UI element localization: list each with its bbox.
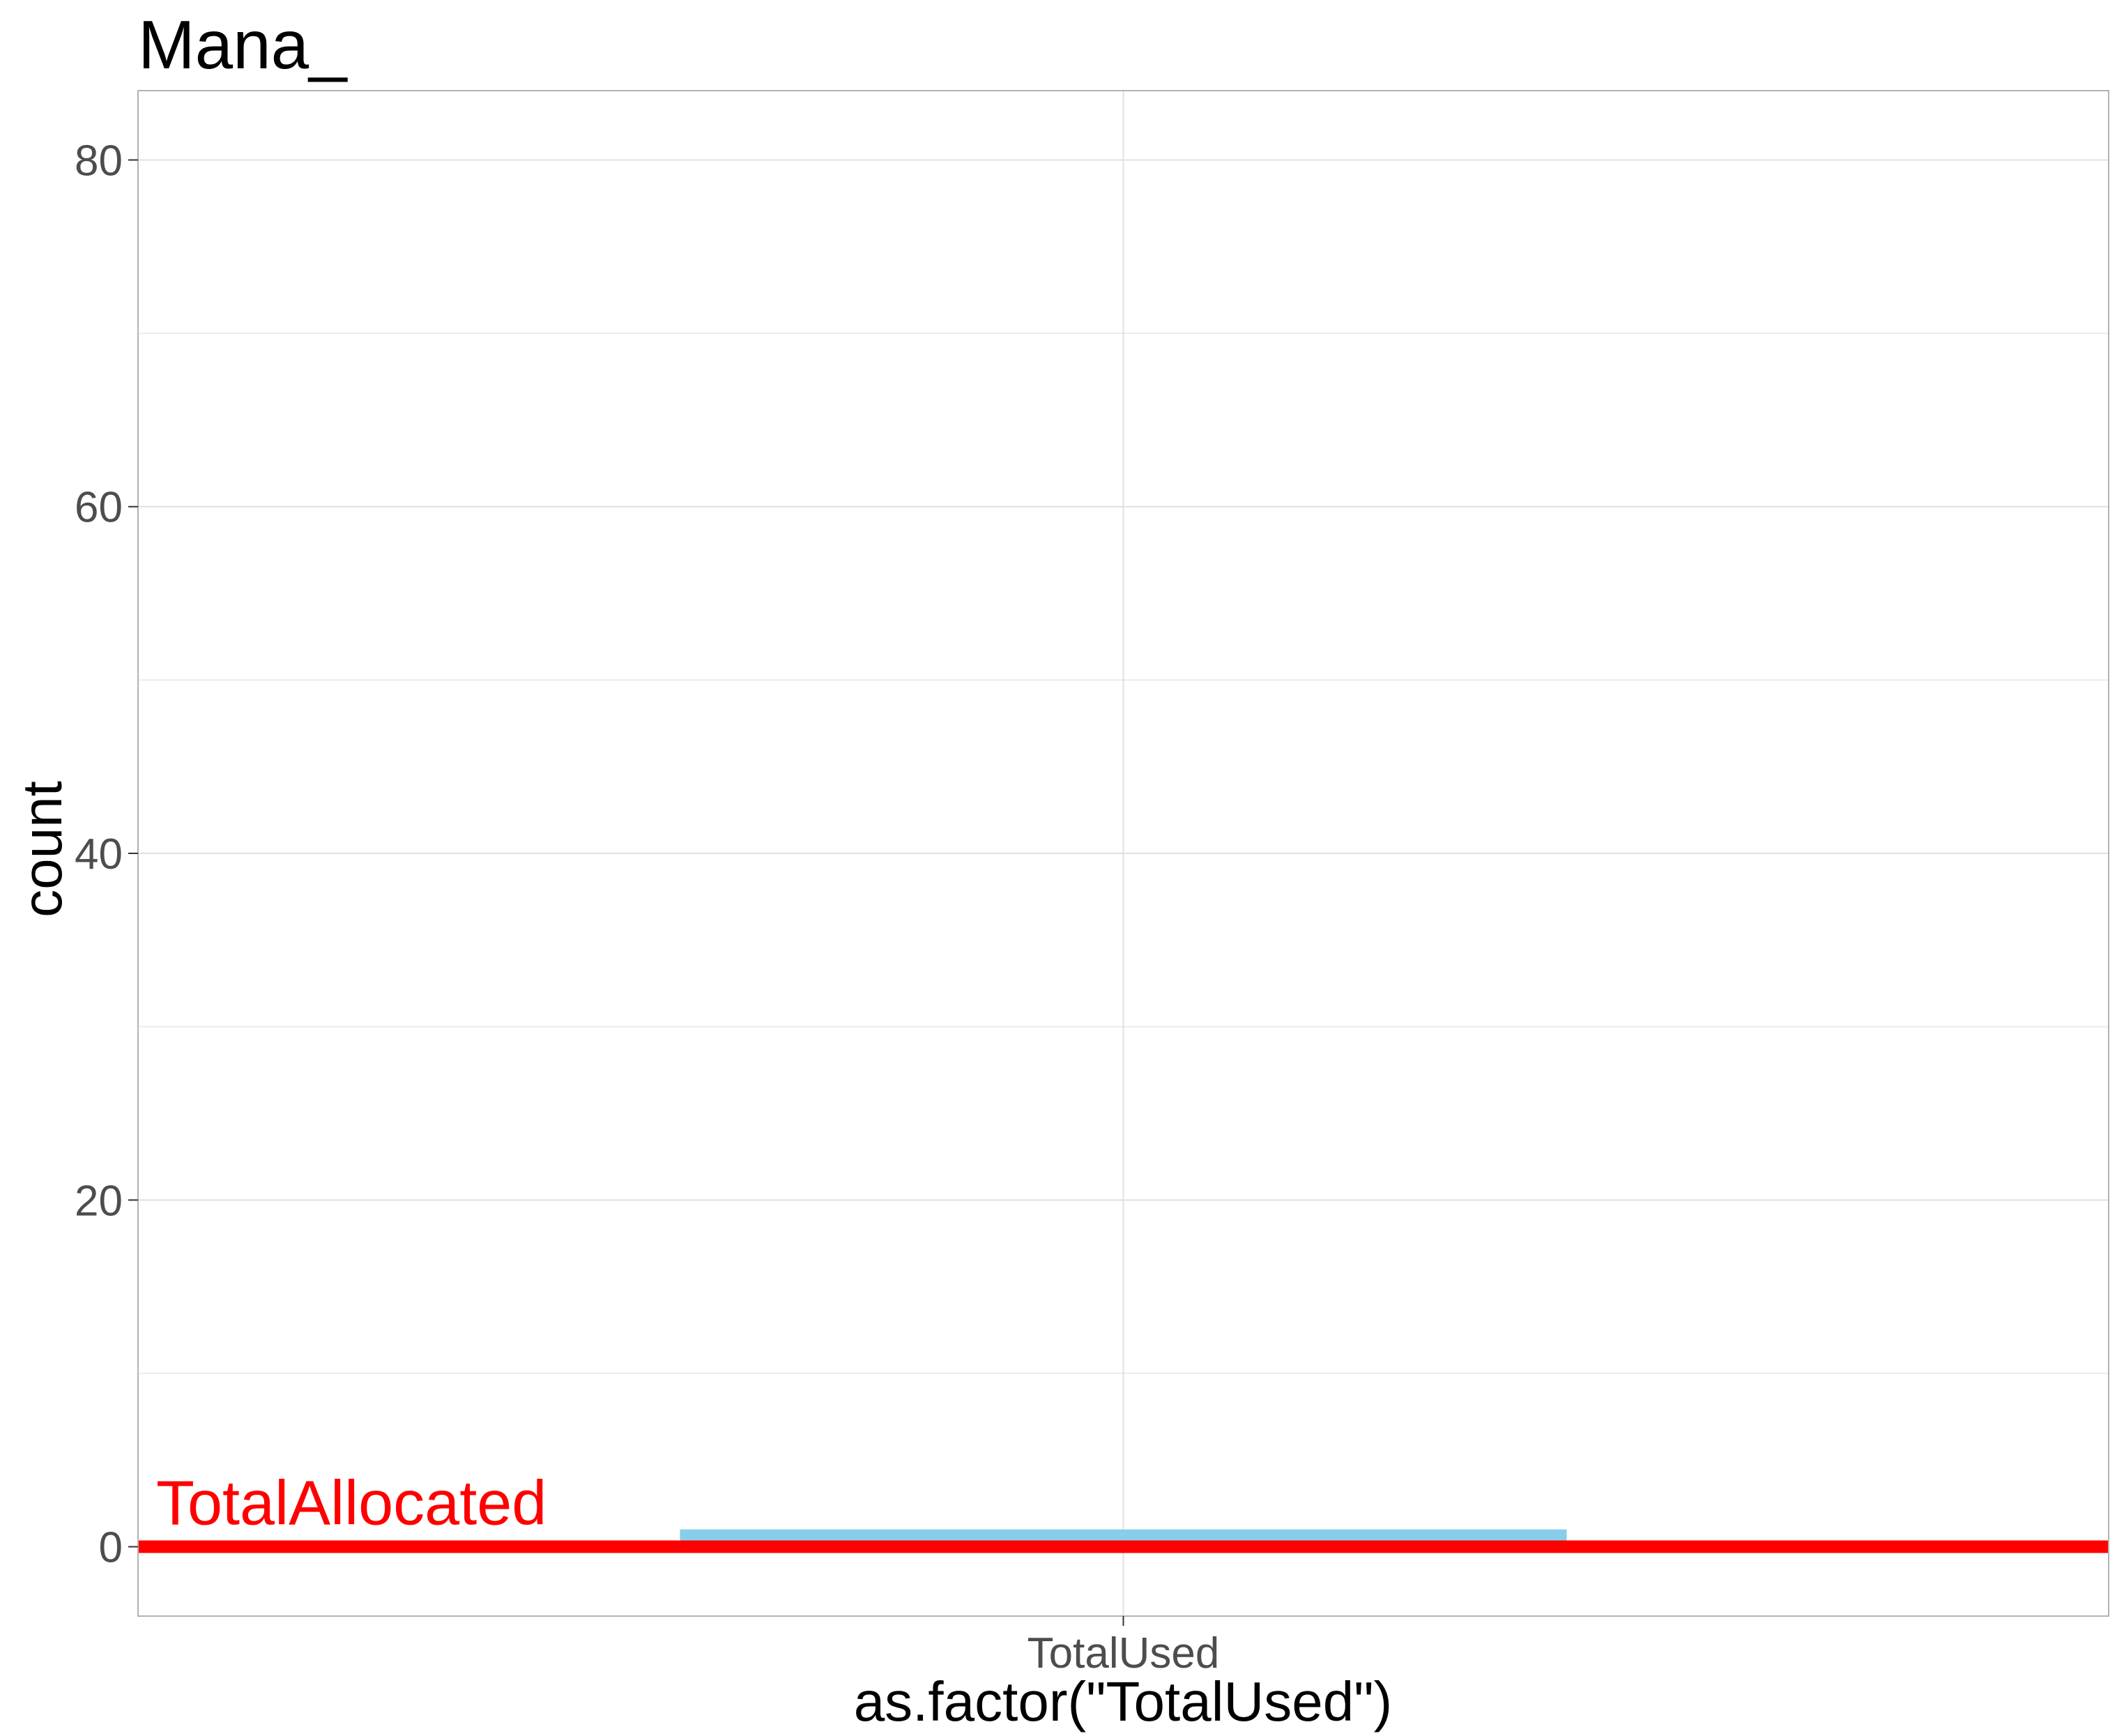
y-axis-title: count: [11, 781, 73, 918]
chart-title: Mana_: [138, 6, 348, 83]
reference-line-label: TotalAllocated: [156, 1469, 547, 1539]
x-axis-ticks: TotalUsed: [1027, 1616, 1220, 1677]
y-tick-label: 40: [75, 830, 123, 878]
y-tick-label: 80: [75, 137, 123, 185]
x-axis-title: as.factor("TotalUsed"): [854, 1670, 1393, 1733]
y-tick-label: 0: [99, 1524, 123, 1572]
reference-line-group: TotalAllocated: [138, 1469, 2109, 1553]
y-tick-label: 20: [75, 1177, 123, 1225]
x-tick-label: TotalUsed: [1027, 1629, 1220, 1677]
y-axis-ticks: 0 20 40 60 80: [75, 137, 138, 1572]
y-tick-label: 60: [75, 484, 123, 532]
major-gridlines: [138, 91, 2109, 1616]
